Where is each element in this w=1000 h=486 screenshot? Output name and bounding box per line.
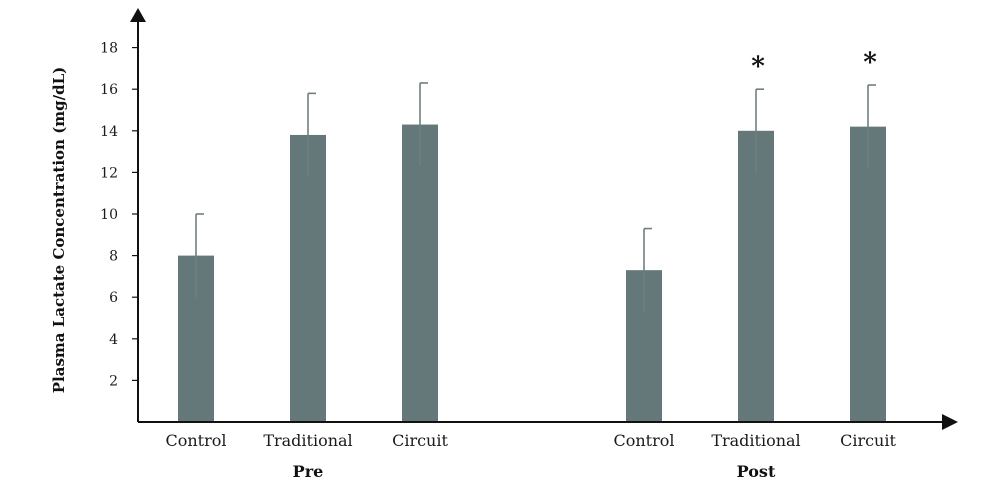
y-tick-label: 2 (109, 373, 118, 389)
x-category-label: Circuit (392, 431, 448, 450)
bar (402, 124, 438, 422)
x-category-label: Circuit (840, 431, 896, 450)
bar (850, 126, 886, 422)
y-tick-label: 6 (109, 290, 118, 306)
y-tick-label: 16 (100, 82, 118, 98)
chart-marks: 2 4 6 8 10 12 14 16 18 Control Traditional Circuit P… (100, 41, 896, 481)
x-category-label: Traditional (263, 431, 352, 450)
y-axis-arrow (130, 8, 146, 22)
bar (738, 130, 774, 423)
y-tick-label: 8 (109, 249, 118, 265)
y-tick-label: 12 (100, 165, 118, 181)
y-tick-label: 4 (109, 332, 118, 348)
group-label: Pre (293, 462, 324, 481)
group-label: Post (737, 462, 776, 481)
bar (290, 134, 326, 422)
y-tick-label: 14 (100, 124, 118, 140)
x-category-label: Traditional (711, 431, 800, 450)
x-category-label: Control (165, 431, 226, 450)
y-axis-title: Plasma Lactate Concentration (mg/dL) (50, 67, 68, 394)
y-tick-label: 10 (100, 207, 118, 223)
significance-marker: * (863, 48, 877, 78)
x-axis-arrow (942, 414, 958, 430)
x-category-label: Control (613, 431, 674, 450)
y-tick-label: 18 (100, 41, 118, 57)
significance-marker: * (751, 52, 765, 82)
